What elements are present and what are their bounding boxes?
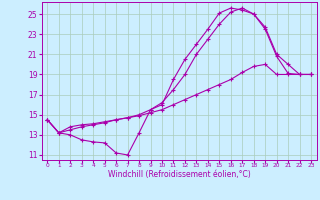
X-axis label: Windchill (Refroidissement éolien,°C): Windchill (Refroidissement éolien,°C) (108, 170, 251, 179)
